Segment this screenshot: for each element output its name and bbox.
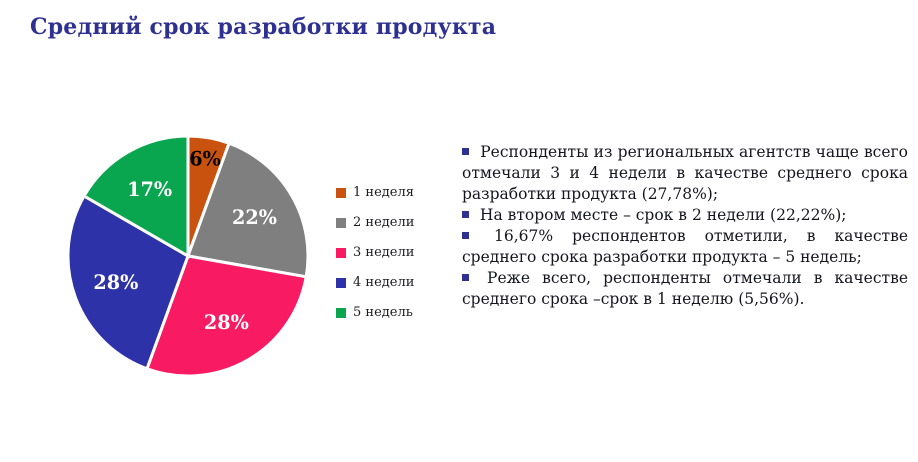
page-title: Средний срок разработки продукта — [30, 14, 497, 40]
legend-item: 5 недель — [336, 305, 414, 320]
bullet-square-icon — [462, 148, 469, 155]
slice-value-label: 28% — [93, 271, 138, 294]
legend-label: 3 недели — [353, 245, 415, 260]
notes-panel: Респонденты из региональных агентств чащ… — [462, 142, 908, 310]
slice-value-label: 22% — [232, 206, 277, 229]
bullet-square-icon — [462, 232, 469, 239]
note-item: 16,67% респондентов отметили, в качестве… — [462, 226, 908, 268]
note-text: Респонденты из региональных агентств чащ… — [462, 143, 908, 203]
note-item: Респонденты из региональных агентств чащ… — [462, 142, 908, 205]
legend-swatch-icon — [336, 247, 346, 258]
note-item: На втором месте – срок в 2 недели (22,22… — [462, 205, 908, 226]
legend-label: 4 недели — [353, 275, 415, 290]
slice-value-label: 28% — [204, 311, 249, 334]
legend-swatch-icon — [336, 277, 346, 288]
slice-value-label: 6% — [189, 148, 221, 171]
legend-item: 3 недели — [336, 245, 415, 260]
bullet-square-icon — [462, 211, 469, 218]
legend-label: 5 недель — [353, 305, 413, 320]
legend-swatch-icon — [336, 187, 346, 198]
legend-label: 1 неделя — [353, 185, 414, 200]
chart-legend: 1 неделя 2 недели 3 недели 4 недели 5 недель — [336, 185, 415, 336]
note-text: На втором месте – срок в 2 недели (22,22… — [475, 206, 847, 224]
legend-swatch-icon — [336, 217, 346, 228]
note-text: Реже всего, респонденты отмечали в качес… — [462, 269, 908, 308]
slice-value-label: 17% — [127, 178, 172, 201]
legend-label: 2 недели — [353, 215, 415, 230]
pie-slice-5 — [82, 134, 190, 259]
legend-item: 1 неделя — [336, 185, 414, 200]
pie-slice-3 — [145, 254, 308, 378]
note-item: Реже всего, респонденты отмечали в качес… — [462, 268, 908, 310]
bullet-square-icon — [462, 274, 469, 281]
pie-slice-2 — [185, 141, 310, 279]
legend-item: 4 недели — [336, 275, 415, 290]
legend-swatch-icon — [336, 307, 346, 318]
legend-item: 2 недели — [336, 215, 415, 230]
note-text: 16,67% респондентов отметили, в качестве… — [462, 227, 908, 266]
pie-svg: 6% 22% 28% 28% 17% — [66, 134, 310, 378]
pie-chart: 6% 22% 28% 28% 17% — [56, 124, 320, 388]
